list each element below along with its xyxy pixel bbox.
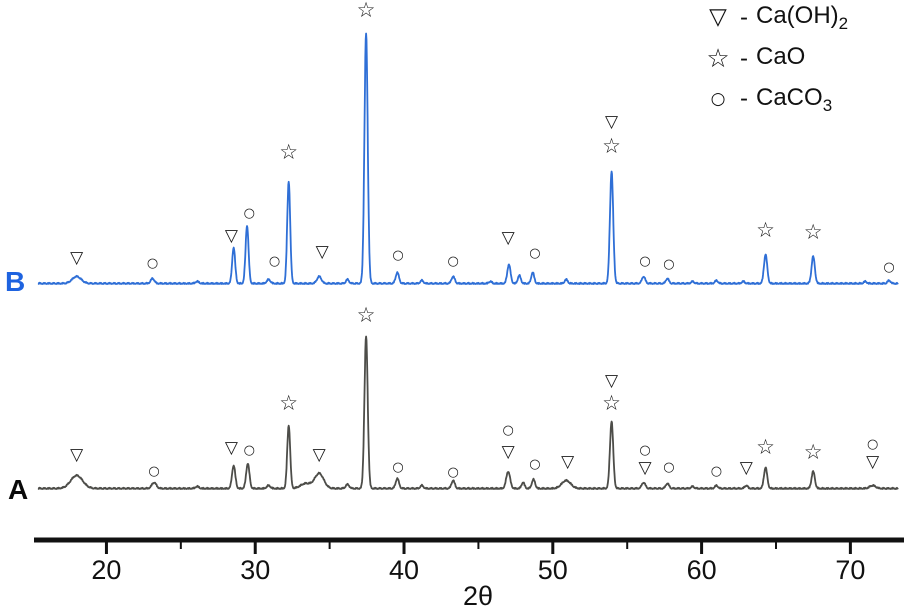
star-icon: ☆ — [706, 43, 730, 74]
circle-marker-icon: ○ — [867, 437, 878, 452]
star-marker-icon: ☆ — [602, 391, 621, 415]
circle-marker-icon: ○ — [269, 254, 280, 269]
circle-marker-icon: ○ — [503, 423, 514, 438]
star-marker-icon: ☆ — [804, 440, 823, 464]
circle-marker-icon: ○ — [147, 256, 158, 271]
star-marker-icon: ☆ — [756, 218, 775, 242]
legend-separator: - — [740, 44, 748, 72]
legend-item-caoh2: ▽ - Ca(OH)2 — [704, 2, 848, 34]
circle-marker-icon: ○ — [392, 460, 403, 475]
nabla-marker-icon: ▽ — [225, 438, 239, 458]
nabla-marker-icon: ▽ — [502, 228, 516, 248]
circle-marker-icon: ○ — [392, 248, 403, 263]
circle-marker-icon: ○ — [529, 246, 540, 261]
star-marker-icon: ☆ — [279, 140, 298, 164]
nabla-marker-icon: ▽ — [502, 442, 516, 462]
nabla-marker-icon: ▽ — [605, 371, 619, 391]
circle-marker-icon: ○ — [663, 257, 674, 272]
star-marker-icon: ☆ — [357, 0, 376, 22]
xrd-trace-B — [37, 32, 899, 285]
nabla-marker-icon: ▽ — [70, 248, 84, 268]
circle-marker-icon: ○ — [663, 460, 674, 475]
nabla-marker-icon: ▽ — [561, 452, 575, 472]
nabla-icon: ▽ — [709, 4, 727, 31]
circle-marker-icon: ○ — [883, 260, 894, 275]
nabla-marker-icon: ▽ — [313, 445, 327, 465]
x-axis-tick-label: 30 — [240, 555, 270, 585]
legend-label: Ca(OH)2 — [756, 2, 849, 33]
nabla-marker-icon: ▽ — [225, 226, 239, 246]
legend-separator: - — [740, 85, 748, 113]
legend-item-caco3: ○ - CaCO3 — [704, 84, 848, 116]
circle-marker-icon: ○ — [711, 464, 722, 479]
legend-item-cao: ☆ - CaO — [704, 43, 848, 75]
circle-marker-icon: ○ — [447, 465, 458, 480]
star-marker-icon: ☆ — [804, 220, 823, 244]
legend-label: CaCO3 — [756, 83, 833, 115]
x-axis-tick-label: 20 — [91, 555, 121, 585]
x-axis-tick-label: 70 — [835, 555, 865, 585]
circle-marker-icon: ○ — [244, 206, 255, 221]
circle-marker-icon: ○ — [639, 254, 650, 269]
star-marker-icon: ☆ — [279, 391, 298, 415]
circle-marker-icon: ○ — [148, 464, 159, 479]
legend-separator: - — [740, 3, 748, 31]
circle-marker-icon: ○ — [447, 254, 458, 269]
circle-marker-icon: ○ — [244, 443, 255, 458]
x-axis-title: 2θ — [462, 581, 494, 611]
star-marker-icon: ☆ — [357, 303, 376, 327]
x-axis-tick-label: 60 — [687, 555, 717, 585]
circle-icon: ○ — [710, 88, 726, 109]
circle-marker-icon: ○ — [529, 457, 540, 472]
nabla-marker-icon: ▽ — [70, 445, 84, 465]
trace-label-B: B — [5, 266, 26, 297]
legend: ▽ - Ca(OH)2 ☆ - CaO ○ - CaCO3 — [704, 2, 848, 115]
xrd-trace-A — [37, 335, 899, 490]
nabla-marker-icon: ▽ — [639, 458, 653, 478]
nabla-marker-icon: ▽ — [740, 458, 754, 478]
x-axis-tick-label: 40 — [389, 555, 419, 585]
circle-marker-icon: ○ — [639, 443, 650, 458]
nabla-marker-icon: ▽ — [866, 452, 880, 472]
legend-label: CaO — [756, 42, 806, 70]
trace-label-A: A — [8, 474, 29, 505]
x-axis-tick-label: 50 — [538, 555, 568, 585]
star-marker-icon: ☆ — [602, 134, 621, 158]
nabla-marker-icon: ▽ — [605, 112, 619, 132]
nabla-marker-icon: ▽ — [316, 242, 330, 262]
star-marker-icon: ☆ — [756, 435, 775, 459]
